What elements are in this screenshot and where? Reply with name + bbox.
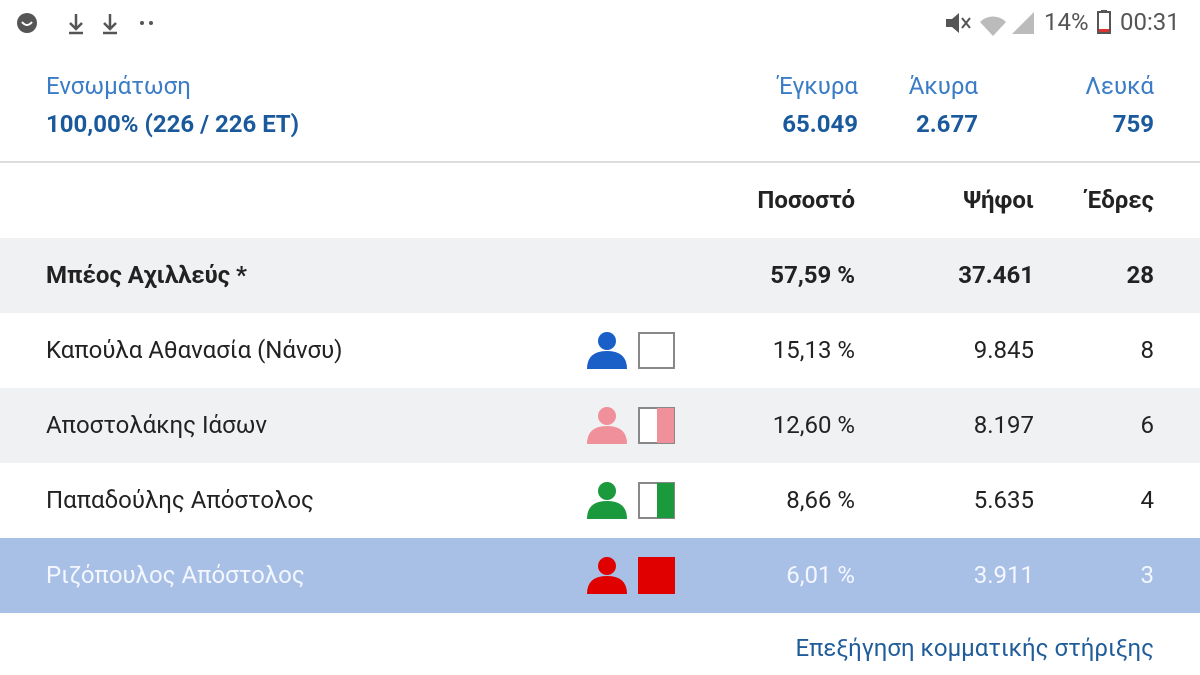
status-bar: 14% 00:31 — [0, 0, 1200, 45]
stat-value: 759 — [1112, 110, 1154, 138]
stat-value: 2.677 — [915, 110, 978, 138]
percent: 6,01 % — [786, 561, 855, 589]
summary-value: 100,00% (226 / 226 ΕΤ) — [46, 110, 300, 138]
seats: 4 — [1140, 486, 1155, 514]
seats: 8 — [1140, 336, 1155, 364]
result-row[interactable]: Παπαδούλης Απόστολος 8,66 % 5.635 4 — [0, 463, 1200, 538]
result-row[interactable]: Καπούλα Αθανασία (Νάνσυ) 15,13 % 9.845 8 — [0, 313, 1200, 388]
stat-label: Έγκυρα — [777, 72, 858, 100]
party-icon — [587, 557, 675, 594]
explanation-link[interactable]: Επεξήγηση κομματικής στήριξης — [795, 634, 1154, 662]
percent: 57,59 % — [770, 261, 855, 289]
votes: 3.911 — [973, 561, 1034, 589]
summary-label: Ενσωμάτωση — [46, 72, 191, 100]
candidate-name: Αποστολάκης Ιάσων — [46, 411, 267, 439]
votes: 9.845 — [973, 336, 1034, 364]
notification-icons — [17, 13, 153, 35]
stat-label: Άκυρα — [908, 72, 978, 100]
candidate-name: Μπέος Αχιλλεύς * — [46, 261, 247, 289]
battery-icon — [1097, 10, 1111, 34]
stat-value: 65.049 — [782, 110, 858, 138]
column-header: Ψήφοι — [963, 186, 1034, 214]
seats: 3 — [1140, 561, 1155, 589]
result-row[interactable]: Ριζόπουλος Απόστολος 6,01 % 3.911 3 — [0, 538, 1200, 613]
divider — [0, 161, 1200, 163]
result-row[interactable]: Μπέος Αχιλλεύς * 57,59 % 37.461 28 — [0, 238, 1200, 313]
seats: 28 — [1126, 261, 1154, 289]
votes: 5.635 — [973, 486, 1034, 514]
candidate-name: Παπαδούλης Απόστολος — [46, 486, 314, 514]
candidate-name: Καπούλα Αθανασία (Νάνσυ) — [46, 336, 343, 364]
battery-level: 14% — [1044, 8, 1089, 36]
votes: 37.461 — [958, 261, 1034, 289]
party-icon — [587, 482, 675, 519]
percent: 15,13 % — [772, 336, 855, 364]
result-row[interactable]: Αποστολάκης Ιάσων 12,60 % 8.197 6 — [0, 388, 1200, 463]
clock: 00:31 — [1120, 8, 1180, 36]
system-icons — [946, 12, 1034, 36]
stat-label: Λευκά — [1085, 72, 1154, 100]
votes: 8.197 — [973, 411, 1034, 439]
party-icon — [587, 407, 675, 444]
percent: 12,60 % — [772, 411, 855, 439]
percent: 8,66 % — [786, 486, 855, 514]
column-header: Έδρες — [1086, 186, 1154, 214]
candidate-name: Ριζόπουλος Απόστολος — [46, 561, 305, 589]
column-header: Ποσοστό — [757, 186, 855, 214]
party-icon — [587, 332, 675, 369]
seats: 6 — [1140, 411, 1155, 439]
